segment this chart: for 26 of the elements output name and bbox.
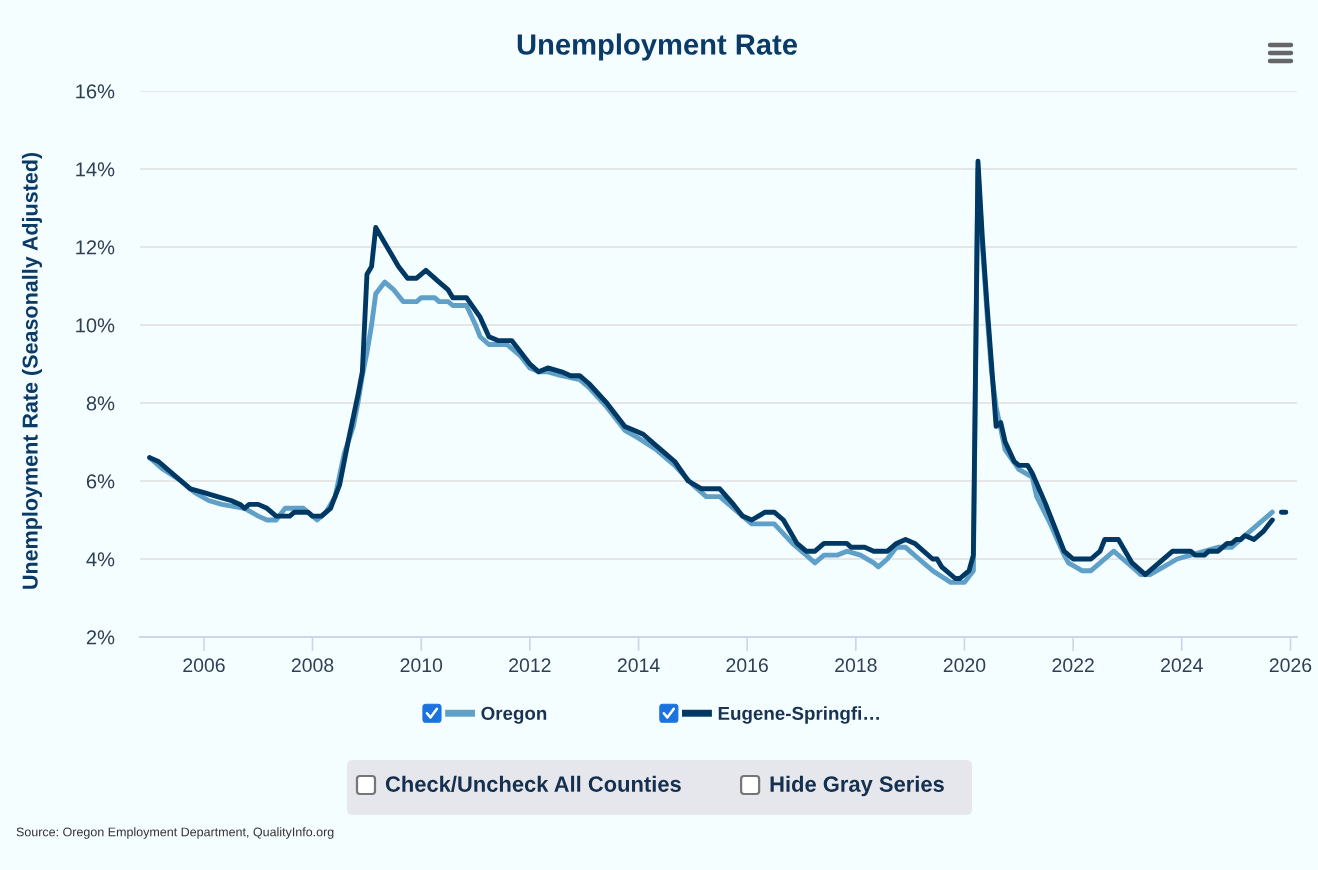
y-tick-label: 10% [76,318,115,333]
y-tick-label: 8% [86,396,115,411]
y-tick-label: 6% [86,474,115,489]
x-tick-label: 2012 [509,658,551,673]
x-tick-label: 2020 [943,658,986,673]
text: Check/Uncheck All Counties [385,775,681,793]
x-tick-label: 2026 [1269,658,1312,673]
x-tick-label: 2008 [291,658,334,673]
x-tick-label: 2014 [617,658,660,673]
text: Hide Gray Series [770,775,944,797]
x-tick-label: 2016 [726,658,768,673]
y-tick-label: 14% [76,162,115,177]
y-tick-label: 2% [86,630,115,645]
x-tick-label: 2010 [400,658,443,673]
y-tick-label: 12% [76,240,115,255]
x-tick-label: 2022 [1052,658,1094,673]
y-axis-title: Unemployment Rate (Seasonally Adjusted) [21,152,42,589]
x-tick-label: 2024 [1161,658,1203,673]
x-tick-label: 2006 [183,658,225,673]
y-tick-label: 16% [76,84,115,99]
y-tick-label: 4% [86,552,115,567]
x-tick-label: 2018 [835,658,877,673]
chart-title: Unemployment Rate [517,33,798,61]
source-note: Source: Oregon Employment Department, QualityInfo.org [16,827,334,839]
legend-label: Oregon [481,706,547,724]
legend-label: Eugene-Springfi… [718,706,879,724]
